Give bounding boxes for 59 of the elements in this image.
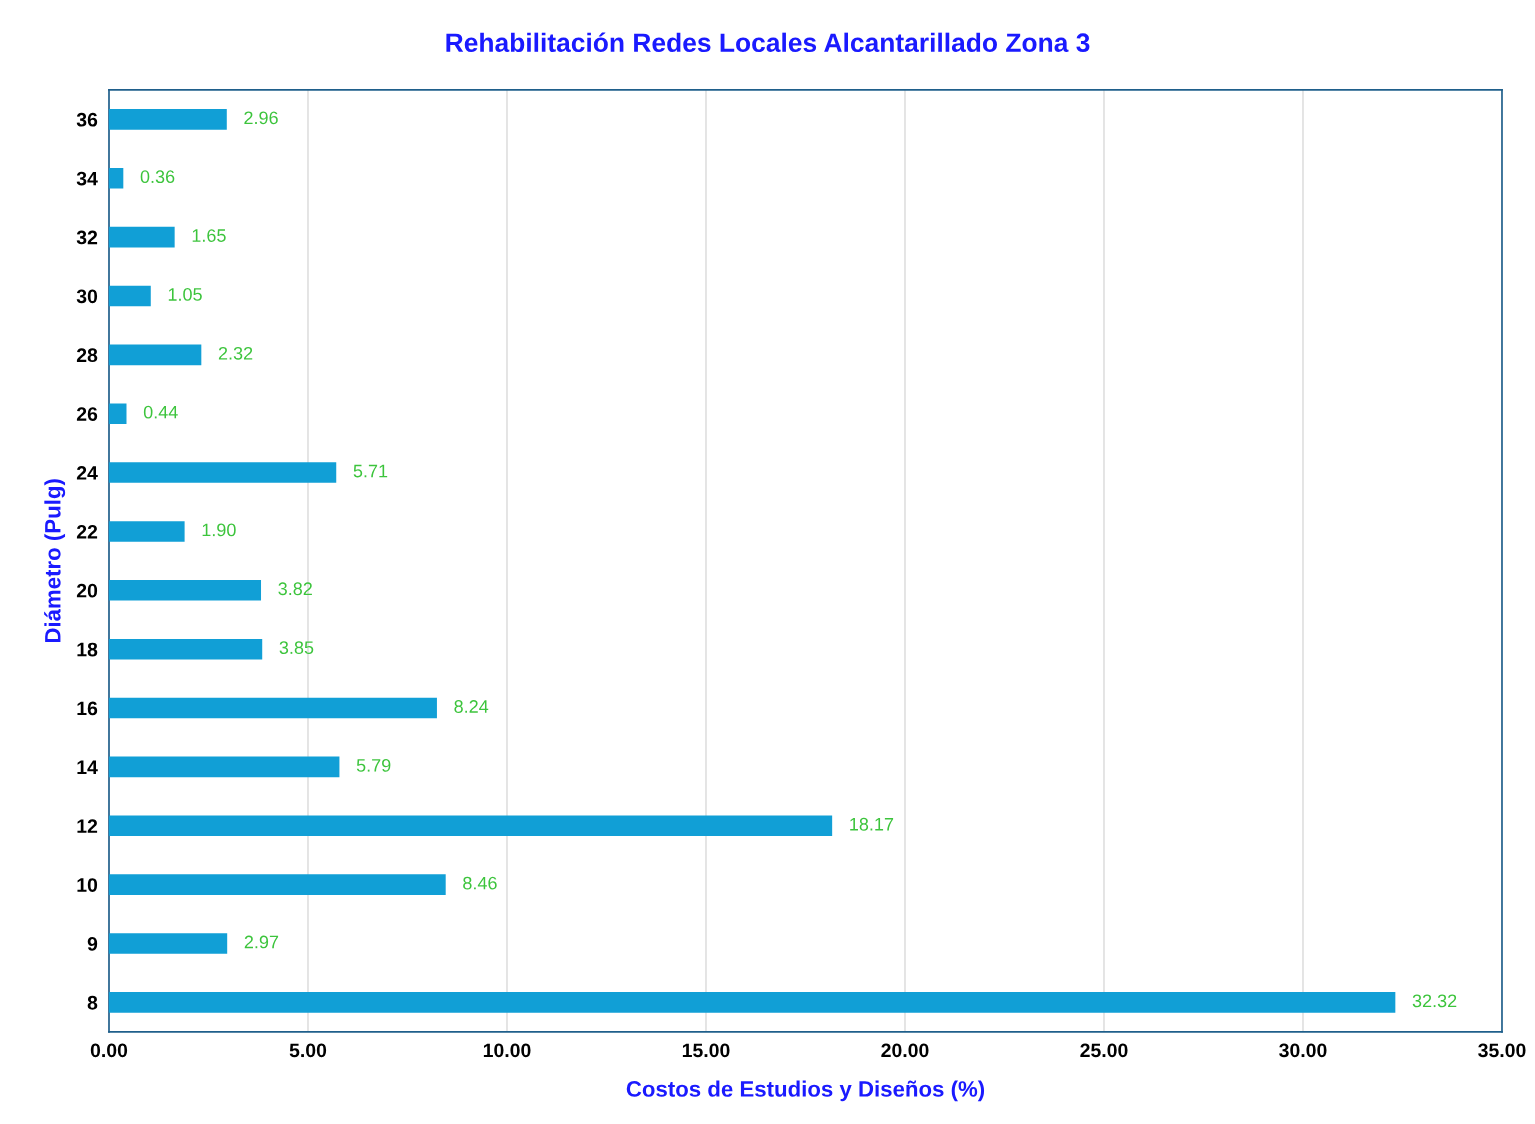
bar <box>108 992 1396 1013</box>
bar <box>108 462 337 483</box>
data-label: 2.32 <box>218 346 253 360</box>
bar <box>108 815 833 837</box>
bar <box>108 933 228 954</box>
x-tick-label: 5.00 <box>289 1043 327 1058</box>
x-tick-label: 20.00 <box>881 1043 929 1058</box>
y-tick-label: 34 <box>76 171 98 186</box>
bar <box>108 874 446 895</box>
y-tick-label: 24 <box>76 466 98 480</box>
y-tick-label: 20 <box>76 583 98 598</box>
bar <box>108 403 127 424</box>
bar <box>108 344 202 366</box>
bar <box>108 756 340 778</box>
bar <box>108 521 185 542</box>
x-tick-label: 15.00 <box>682 1043 730 1058</box>
data-label: 18.17 <box>850 817 894 831</box>
data-label: 5.79 <box>356 758 391 772</box>
bar <box>108 109 227 130</box>
y-tick-label: 22 <box>76 524 98 539</box>
y-tick-label: 8 <box>87 995 98 1010</box>
y-tick-label: 16 <box>77 701 98 716</box>
y-tick-label: 14 <box>77 760 98 774</box>
data-label: 1.65 <box>192 229 226 242</box>
data-label: 0.36 <box>140 170 175 184</box>
data-label: 5.71 <box>353 464 388 478</box>
data-label: 8.46 <box>463 876 497 890</box>
data-label: 2.97 <box>244 935 279 949</box>
data-label: 2.96 <box>244 111 278 125</box>
data-label: 3.82 <box>278 582 312 596</box>
bar <box>108 638 263 660</box>
chart-title: Rehabilitación Redes Locales Alcantarillado Zona 3 <box>446 32 1090 53</box>
x-tick-label: 30.00 <box>1279 1043 1327 1058</box>
y-axis-title: Diámetro (Pulg) <box>44 479 66 643</box>
y-tick-label: 10 <box>77 878 98 892</box>
y-tick-label: 32 <box>76 230 98 245</box>
x-tick-label: 10.00 <box>483 1043 531 1058</box>
data-label: 8.24 <box>454 700 489 713</box>
x-tick-label: 25.00 <box>1080 1043 1128 1058</box>
y-tick-label: 26 <box>76 407 98 421</box>
x-tick-label: 35.00 <box>1478 1043 1526 1058</box>
bar <box>108 226 175 248</box>
y-tick-label: 18 <box>77 642 98 657</box>
x-axis-title: Costos de Estudios y Diseños (%) <box>626 1080 985 1102</box>
data-label: 1.05 <box>168 288 202 301</box>
bar <box>108 697 437 719</box>
data-label: 3.85 <box>279 641 314 655</box>
y-tick-label: 12 <box>77 819 98 833</box>
data-label: 0.44 <box>143 405 178 419</box>
bar <box>108 167 124 189</box>
y-tick-label: 30 <box>76 289 98 304</box>
data-label: 32.32 <box>1412 994 1457 1008</box>
y-tick-label: 9 <box>87 937 98 951</box>
bar <box>108 580 262 601</box>
data-label: 1.90 <box>202 523 236 537</box>
bar <box>108 285 151 307</box>
y-tick-label: 36 <box>76 112 98 127</box>
y-tick-label: 28 <box>76 348 98 363</box>
x-tick-label: 0.00 <box>90 1043 128 1058</box>
